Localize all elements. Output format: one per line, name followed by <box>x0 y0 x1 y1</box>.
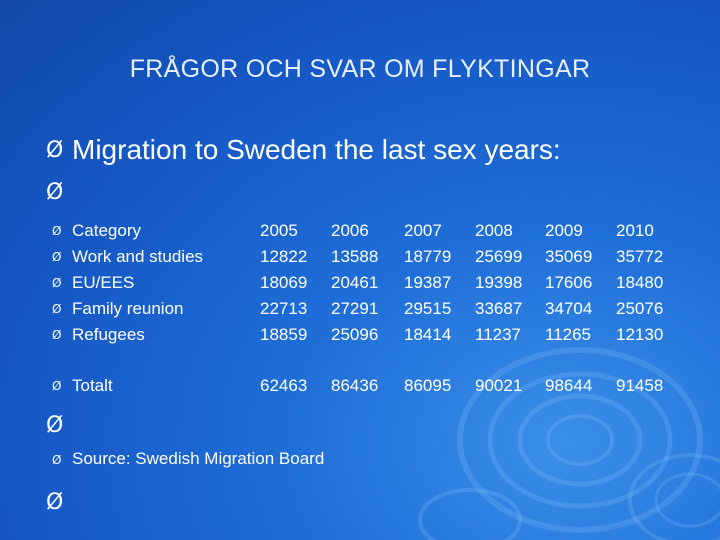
table-cell: 13588 <box>331 247 379 266</box>
table-cell: 20461 <box>331 273 379 292</box>
bullet-icon: Ø <box>52 224 62 238</box>
table-cell: 34704 <box>545 299 593 318</box>
table-cell: 18414 <box>404 325 452 344</box>
table-cell: 33687 <box>475 299 523 318</box>
table-cell: 19398 <box>475 273 523 292</box>
table-row-label: Work and studies <box>72 247 204 266</box>
table-header-cell: 2008 <box>475 221 513 240</box>
table-cell: 35069 <box>545 247 593 266</box>
table-cell: 19387 <box>404 273 452 292</box>
bullet-icon: Ø <box>46 180 64 205</box>
table-row-label: EU/EES <box>72 273 135 292</box>
table-header-cell: 2006 <box>331 221 369 240</box>
bullet-icon: Ø <box>46 138 64 163</box>
bullet-icon: Ø <box>52 328 62 342</box>
table-row-label: Family reunion <box>72 299 184 318</box>
table-cell: 25096 <box>331 325 379 344</box>
table-cell: 18069 <box>260 273 308 292</box>
table-cell: 18480 <box>616 273 664 292</box>
table-cell: 12822 <box>260 247 308 266</box>
slide-title: FRÅGOR OCH SVAR OM FLYKTINGAR <box>129 55 591 83</box>
bullet-icon: Ø <box>52 453 62 467</box>
table-total-cell: 86095 <box>404 376 452 395</box>
table-cell: 25699 <box>475 247 523 266</box>
table-cell: 25076 <box>616 299 664 318</box>
source-note: Source: Swedish Migration Board <box>72 449 325 468</box>
table-header-cell: 2010 <box>616 221 654 240</box>
table-cell: 18779 <box>404 247 452 266</box>
table-total-label: Totalt <box>72 376 113 395</box>
bullet-icon: Ø <box>52 302 62 316</box>
bullet-icon: Ø <box>46 490 64 515</box>
bullet-icon: Ø <box>52 250 62 264</box>
table-cell: 18859 <box>260 325 308 344</box>
table-total-cell: 86436 <box>331 376 379 395</box>
table-header-cell: Category <box>72 221 141 240</box>
table-cell: 17606 <box>545 273 593 292</box>
table-total-cell: 91458 <box>616 376 664 395</box>
table-total-cell: 98644 <box>545 376 593 395</box>
table-header-cell: 2005 <box>260 221 298 240</box>
table-cell: 11237 <box>475 325 522 344</box>
table-cell: 11265 <box>545 325 592 344</box>
table-total-cell: 90021 <box>475 376 523 395</box>
table-header-cell: 2009 <box>545 221 583 240</box>
table-total-cell: 62463 <box>260 376 308 395</box>
bullet-icon: Ø <box>46 413 64 438</box>
table-cell: 12130 <box>616 325 664 344</box>
table-cell: 27291 <box>331 299 379 318</box>
bullet-icon: Ø <box>52 276 62 290</box>
bullet-icon: Ø <box>52 379 62 393</box>
table-header-cell: 2007 <box>404 221 442 240</box>
table-cell: 29515 <box>404 299 452 318</box>
table-cell: 35772 <box>616 247 664 266</box>
table-cell: 22713 <box>260 299 308 318</box>
table-row-label: Refugees <box>72 325 145 344</box>
slide-heading: Migration to Sweden the last sex years: <box>72 134 561 165</box>
